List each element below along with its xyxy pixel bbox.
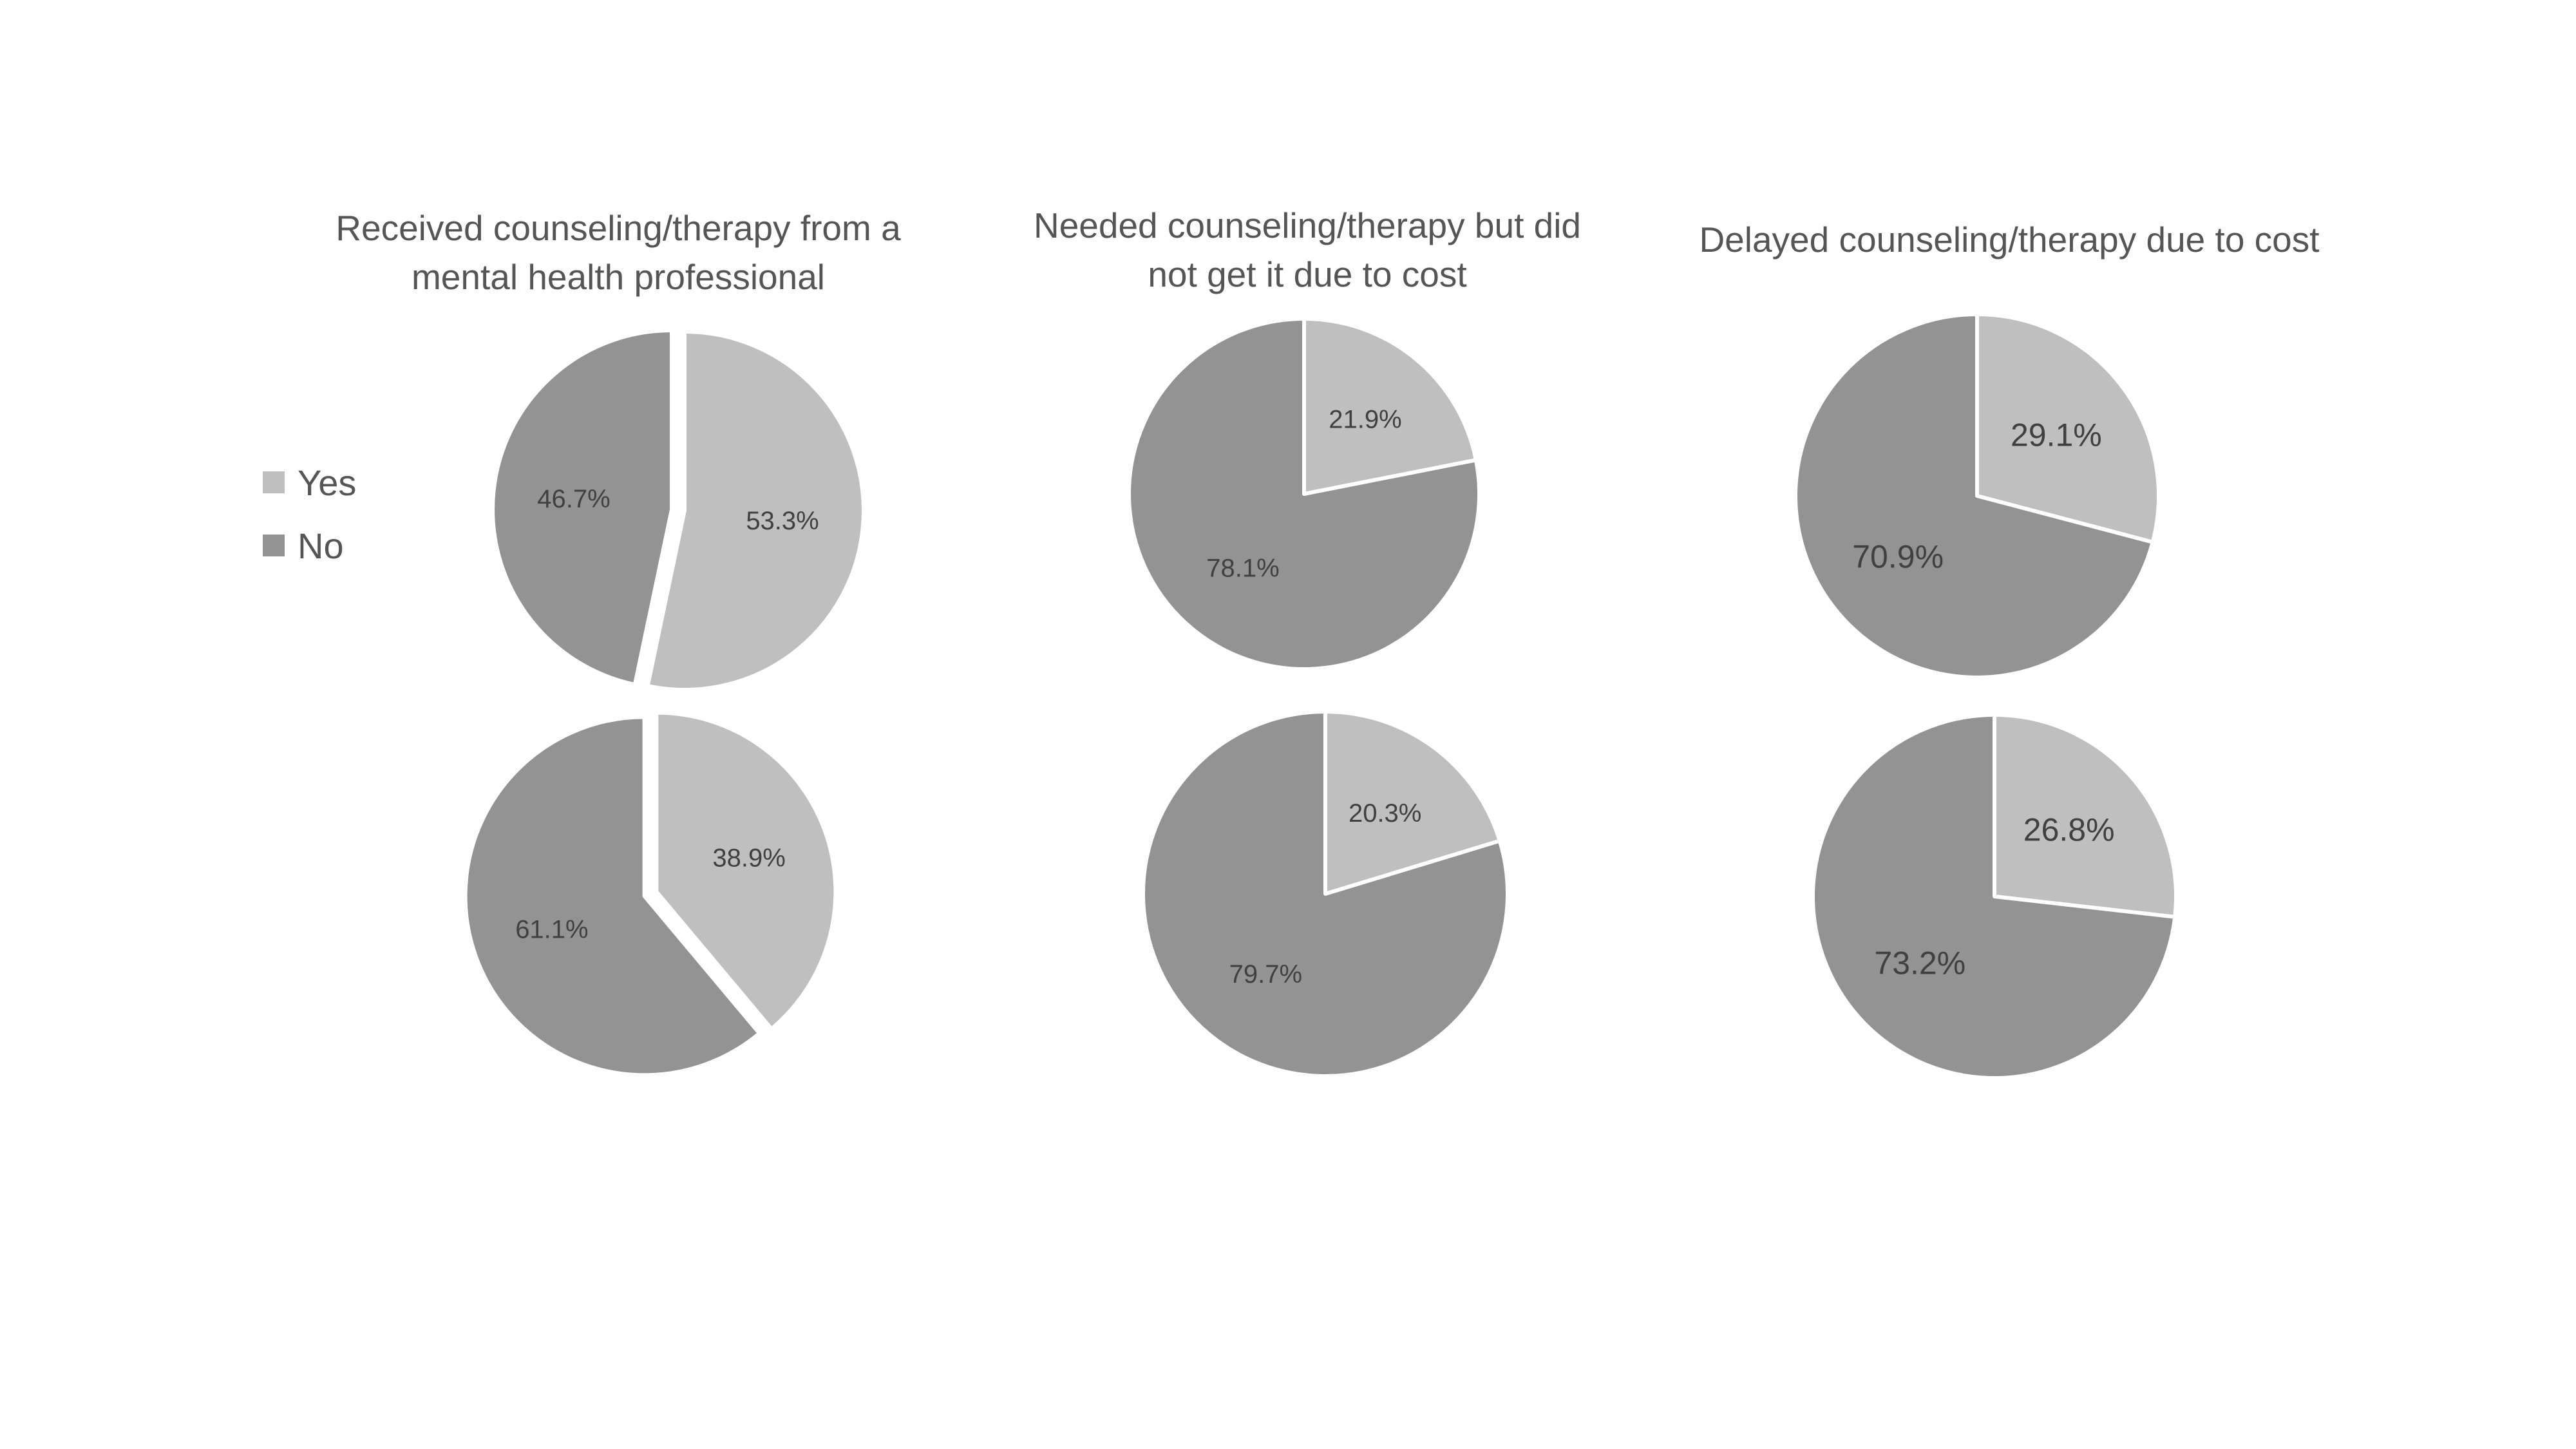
pie-2-1-slice-no — [1127, 317, 1481, 671]
pie-3-1-label-no: 70.9% — [1852, 539, 1944, 575]
pie-1-1-slice-yes — [645, 330, 866, 692]
legend-swatch-no — [263, 535, 285, 556]
pie-2-2-label-no: 79.7% — [1229, 960, 1302, 989]
panel-2-title-line-2: not get it due to cost — [1148, 254, 1467, 294]
legend-label-no: No — [298, 525, 344, 566]
pie-3-2-label-yes: 26.8% — [2023, 812, 2115, 848]
pie-3-2-slice-no — [1811, 713, 2177, 1080]
legend: Yes No — [263, 451, 356, 577]
legend-swatch-yes — [263, 471, 285, 493]
pie-1-2-slice-no — [463, 715, 762, 1077]
pie-3-2-label-no: 73.2% — [1874, 945, 1965, 981]
panel-2-title: Needed counseling/therapy but did not ge… — [985, 201, 1629, 299]
pie-2-1-label-yes: 21.9% — [1329, 405, 1401, 433]
pie-1-2-slice-yes — [654, 710, 838, 1031]
pie-3-1-slice-yes — [1975, 312, 2161, 544]
pie-2-2-label-yes: 20.3% — [1349, 799, 1421, 828]
pie-2-1-label-no: 78.1% — [1206, 554, 1279, 583]
pie-2-2-slice-no — [1141, 710, 1510, 1078]
legend-item-no: No — [263, 514, 356, 577]
pie-2-1-slice-yes — [1302, 317, 1478, 496]
legend-item-yes: Yes — [263, 451, 356, 514]
pie-3-1-slice-no — [1794, 312, 2155, 679]
pie-1-2-label-yes: 38.9% — [712, 844, 785, 872]
panel-2-title-line-1: Needed counseling/therapy but did — [1033, 205, 1582, 245]
panel-1-title-line-1: Received counseling/therapy from a — [336, 208, 901, 248]
pie-1-1-slice-no — [491, 328, 674, 687]
panel-1-title-line-2: mental health professional — [411, 257, 826, 297]
pie-3-1-label-yes: 29.1% — [2011, 417, 2102, 453]
panel-3-title: Delayed counseling/therapy due to cost — [1649, 215, 2370, 264]
pie-1-2-label-no: 61.1% — [515, 916, 588, 944]
panel-1-title: Received counseling/therapy from a menta… — [270, 204, 966, 301]
pie-1-1-label-no: 46.7% — [537, 485, 610, 513]
legend-label-yes: Yes — [298, 462, 357, 503]
pie-1-1-label-yes: 53.3% — [746, 507, 819, 535]
panel-3-title-line-1: Delayed counseling/therapy due to cost — [1699, 220, 2320, 260]
pie-2-2-slice-yes — [1323, 710, 1502, 896]
pie-3-2-slice-yes — [1993, 713, 2178, 919]
